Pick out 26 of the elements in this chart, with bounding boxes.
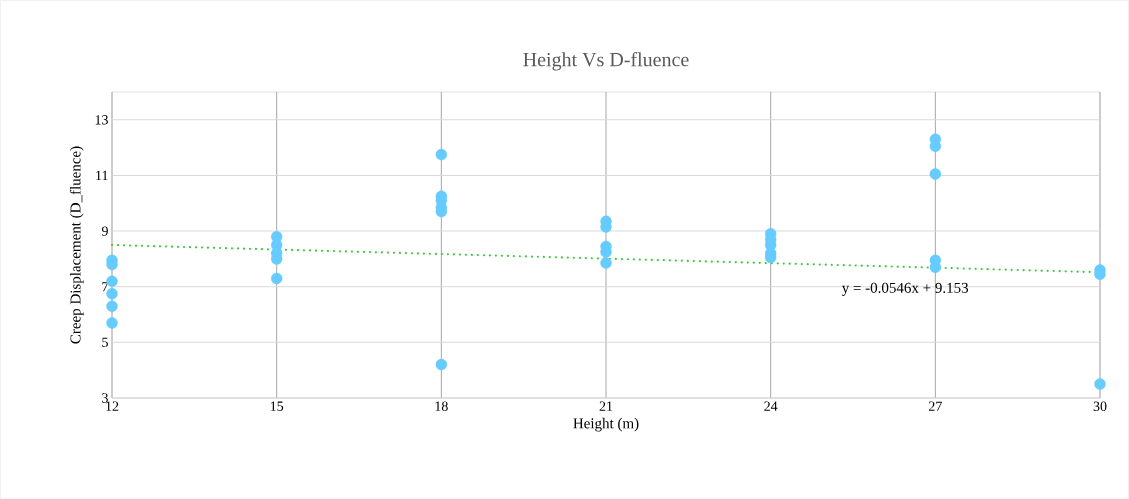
- point: [106, 300, 118, 312]
- point: [106, 275, 118, 287]
- x-axis-title: Height (m): [573, 417, 639, 432]
- point: [106, 287, 118, 300]
- point: [929, 168, 942, 180]
- y-tick-label: 13: [95, 115, 108, 125]
- y-tick-label: 5: [102, 337, 108, 348]
- point: [435, 358, 448, 371]
- x-tick-label: 27: [928, 401, 942, 411]
- y-tick-label: 3: [102, 393, 108, 403]
- x-tick-label: 24: [764, 401, 778, 411]
- point: [106, 317, 118, 329]
- point: [600, 257, 612, 269]
- point: [270, 272, 283, 285]
- x-tick-label: 18: [435, 401, 448, 411]
- y-tick-label: 9: [101, 226, 108, 236]
- x-tick-label: 21: [599, 401, 613, 411]
- point: [435, 148, 448, 161]
- x-tick-label: 12: [106, 401, 119, 411]
- x-tick-label: 15: [270, 401, 284, 411]
- y-tick-label: 11: [96, 170, 108, 181]
- annotation: y = -0.0546x + 9.153: [841, 282, 969, 296]
- y-axis-title: Creep Displacement (D_fluence): [69, 146, 84, 344]
- x-tick-label: 30: [1093, 401, 1107, 411]
- point: [1094, 378, 1106, 390]
- chart-title: Height Vs D-fluence: [523, 52, 689, 71]
